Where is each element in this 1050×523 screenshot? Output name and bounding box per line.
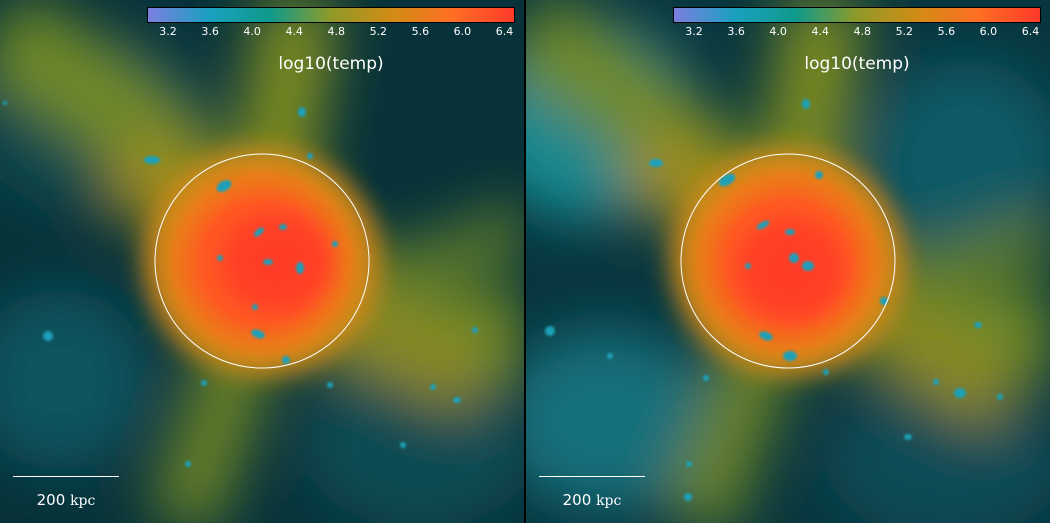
colorbar-tick: 6.4 (1021, 25, 1040, 38)
colorbar-tick: 5.6 (411, 25, 430, 38)
temperature-map-right (526, 0, 1050, 523)
colorbar-tick: 5.2 (369, 25, 388, 38)
right-panel: 3.2 3.6 4.0 4.4 4.8 5.2 5.6 6.0 6.4 log10(temp) … (526, 0, 1050, 523)
left-panel: 3.2 3.6 4.0 4.4 4.8 5.2 5.6 6.0 6.4 log10(temp) … (0, 0, 524, 523)
colorbar-label: log10(temp) (278, 54, 384, 74)
colorbar-ticks: 3.2 3.6 4.0 4.4 4.8 5.2 5.6 6.0 6.4 (673, 25, 1041, 39)
scale-bar-value: 200 (562, 491, 592, 509)
scale-bar-value: 200 (36, 491, 66, 509)
colorbar-tick: 4.0 (243, 25, 261, 38)
scale-bar (13, 476, 119, 477)
colorbar-tick: 4.4 (285, 25, 303, 38)
colorbar-tick: 5.2 (895, 25, 914, 38)
colorbar-tick: 5.6 (937, 25, 956, 38)
virial-radius-circle-left (154, 153, 370, 369)
colorbar-tick: 6.0 (979, 25, 998, 38)
colorbar-tick: 3.2 (159, 25, 177, 38)
scale-bar-unit: kpc (70, 493, 96, 509)
scale-bar (539, 476, 645, 477)
colorbar-tick: 6.0 (453, 25, 472, 38)
temperature-map-left (0, 0, 524, 523)
colorbar-tick: 3.6 (727, 25, 745, 38)
scale-bar-label: 200 kpc (0, 491, 132, 509)
panel-divider (524, 0, 526, 523)
colorbar-tick: 4.0 (769, 25, 787, 38)
colorbar-tick: 3.2 (685, 25, 703, 38)
virial-radius-circle-right (680, 153, 896, 369)
colorbar (673, 7, 1041, 23)
colorbar-tick: 6.4 (495, 25, 514, 38)
scale-bar-unit: kpc (596, 493, 622, 509)
colorbar-ticks: 3.2 3.6 4.0 4.4 4.8 5.2 5.6 6.0 6.4 (147, 25, 515, 39)
colorbar-tick: 3.6 (201, 25, 219, 38)
colorbar-tick: 4.8 (327, 25, 346, 38)
scale-bar-label: 200 kpc (526, 491, 658, 509)
colorbar-label: log10(temp) (804, 54, 910, 74)
colorbar-tick: 4.8 (853, 25, 872, 38)
colorbar-tick: 4.4 (811, 25, 829, 38)
colorbar (147, 7, 515, 23)
